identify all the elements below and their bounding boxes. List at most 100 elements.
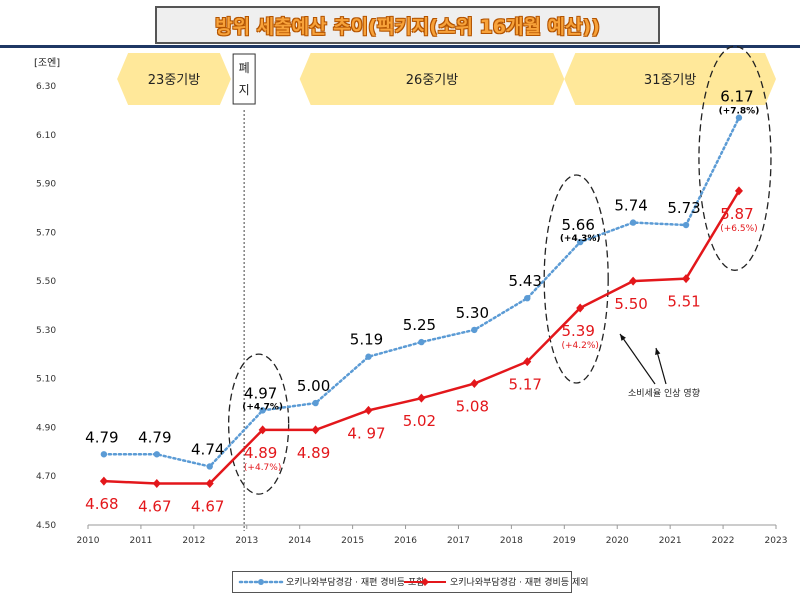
abolished-box [232, 53, 256, 105]
pct-label: (+4.3%) [560, 234, 601, 244]
x-tick-label: 2022 [712, 536, 735, 546]
data-point [735, 114, 743, 121]
data-point [364, 405, 373, 415]
data-point [734, 186, 743, 196]
data-label: 5.74 [614, 197, 647, 215]
annotation-arrowhead [655, 348, 661, 355]
data-label: 5.00 [297, 377, 330, 395]
data-label: 4.67 [191, 498, 224, 516]
data-point [576, 303, 585, 313]
data-point [258, 425, 267, 435]
data-label: 4.79 [138, 428, 171, 446]
data-label: 5.08 [456, 398, 489, 416]
legend-label: 오키나와부담경감 · 재편 경비등 포함 [286, 576, 425, 588]
data-point [523, 357, 532, 367]
annotation-arrowhead [620, 334, 626, 341]
data-label: 5.19 [350, 331, 383, 349]
data-label: 5.30 [456, 304, 489, 322]
data-point [682, 221, 690, 229]
data-label: 4.74 [191, 440, 224, 458]
data-point [312, 399, 319, 407]
plan-label: 26중기방 [406, 73, 458, 88]
x-tick-label: 2013 [235, 536, 258, 546]
y-tick-label: 6.10 [36, 131, 56, 141]
title-rule [0, 45, 800, 48]
annotation-text: 소비세율 인상 영향 [628, 387, 700, 399]
data-point [99, 476, 108, 486]
data-label: 5.39 [561, 322, 594, 340]
highlight-ellipse [698, 45, 772, 271]
data-point [417, 393, 426, 403]
pct-label: (+7.8%) [719, 107, 760, 117]
plan-arrow [564, 53, 776, 105]
data-point [682, 274, 691, 284]
data-point [100, 451, 108, 458]
series-layer [99, 114, 743, 489]
data-label: 5.25 [403, 316, 436, 334]
data-label: 4. 97 [347, 424, 385, 442]
data-point [470, 379, 479, 389]
data-point [259, 407, 266, 414]
data-label: 5.50 [614, 295, 647, 313]
data-label: 5.73 [667, 199, 700, 217]
x-tick-label: 2018 [500, 536, 523, 546]
data-label: 5.43 [509, 272, 542, 290]
annotation-arrow [619, 333, 656, 385]
x-tick-label: 2023 [765, 536, 788, 546]
pct-label: (+4.2%) [561, 341, 598, 351]
legend-marker [421, 578, 429, 586]
x-tick-label: 2010 [77, 536, 100, 546]
data-label: 4.68 [85, 495, 118, 513]
pct-label: (+4.7%) [242, 402, 283, 412]
pct-label: (+6.5%) [720, 224, 757, 234]
data-label: 6.17 [720, 88, 753, 106]
y-tick-label: 4.70 [36, 472, 56, 482]
plan-arrow [117, 53, 231, 105]
data-label: 5.02 [403, 412, 436, 430]
highlight-ellipses [227, 45, 772, 495]
y-tick-label: 5.10 [36, 375, 56, 385]
data-label: 5.51 [667, 293, 700, 311]
data-point [629, 219, 637, 226]
axes: 4.50 4.70 4.90 5.10 5.30 5.50 5.70 5.90 6.10 6.30… [36, 53, 788, 546]
y-tick-label: 5.70 [36, 228, 56, 238]
y-tick-label: 4.90 [36, 423, 56, 433]
data-point [629, 276, 638, 286]
data-point [206, 463, 213, 470]
data-point [311, 425, 320, 435]
x-tick-label: 2016 [394, 536, 417, 546]
data-label: 4.67 [138, 498, 171, 516]
data-point [365, 353, 372, 360]
x-tick-label: 2020 [606, 536, 629, 546]
highlight-ellipse [543, 174, 609, 384]
data-label: 4.97 [244, 384, 277, 402]
legend-marker [258, 579, 264, 585]
plan-label: 23중기방 [148, 73, 200, 88]
x-tick-label: 2017 [447, 536, 470, 546]
data-labels: 4.79 4.79 4.74 4.97 5.00 5.19 5.25 5.30 5.43 5.66… [85, 88, 759, 516]
chart-title: 방위 세출예산 추이(팩키지(소위 16개월 예산)) [155, 6, 660, 44]
data-label: 5.17 [509, 376, 542, 394]
data-point [205, 479, 214, 489]
data-point [471, 326, 478, 334]
data-label: 5.66 [561, 216, 594, 234]
legend-label: 오키나와부담경감 · 재편 경비등 제외 [450, 576, 589, 588]
annotations: 소비세율 인상 영향 [619, 333, 700, 399]
x-tick-label: 2021 [659, 536, 682, 546]
y-axis-unit: [조엔] [34, 58, 61, 69]
data-point [152, 479, 161, 489]
data-label: 4.89 [297, 444, 330, 462]
data-label: 5.87 [720, 205, 753, 223]
y-tick-label: 5.90 [36, 180, 56, 190]
legend-entries: 오키나와부담경감 · 재편 경비등 포함 오키나와부담경감 · 재편 경비등 제외 [238, 576, 589, 588]
plan-label: 31중기방 [644, 73, 696, 88]
x-tick-label: 2011 [129, 536, 152, 546]
y-tick-label: 5.50 [36, 277, 56, 287]
highlight-ellipse [227, 353, 290, 495]
y-tick-label: 5.30 [36, 326, 56, 336]
x-tick-label: 2015 [341, 536, 364, 546]
x-tick-label: 2019 [553, 536, 576, 546]
data-point [153, 451, 160, 458]
y-tick-label: 6.30 [36, 82, 56, 92]
